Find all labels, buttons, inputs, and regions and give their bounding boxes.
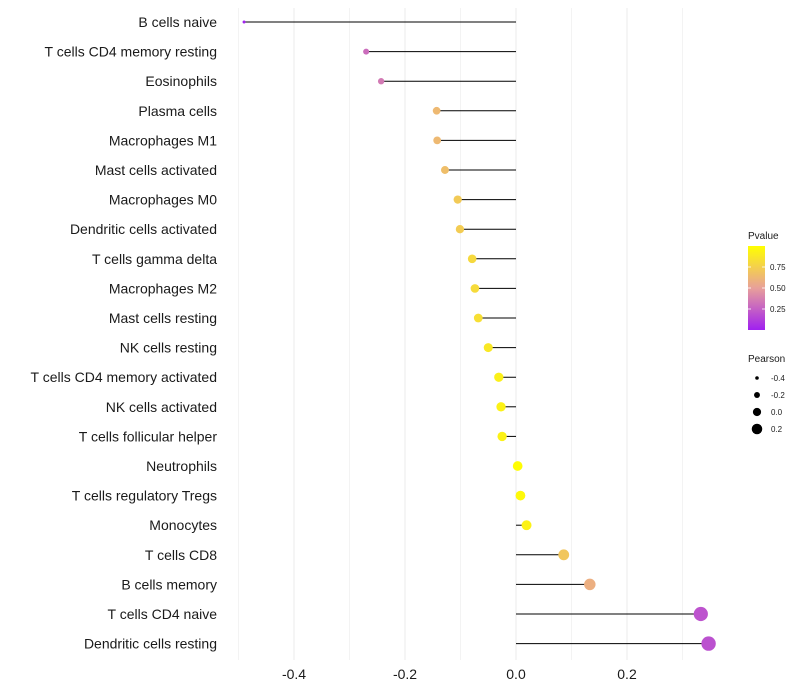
- category-label: Macrophages M0: [109, 192, 217, 208]
- category-label: B cells naive: [138, 14, 217, 30]
- category-label: NK cells activated: [106, 399, 217, 415]
- category-label: Neutrophils: [146, 458, 217, 474]
- colorbar-tick-label: 0.50: [770, 284, 786, 293]
- pvalue-legend: Pvalue 0.75 0.50 0.25: [748, 231, 786, 330]
- category-label: Macrophages M1: [109, 132, 217, 148]
- data-point: [455, 225, 465, 234]
- colorbar-tick-label: 0.75: [770, 263, 786, 272]
- category-label: B cells memory: [121, 576, 217, 592]
- data-point: [558, 549, 570, 561]
- data-point: [512, 461, 523, 471]
- category-label: Plasma cells: [138, 103, 217, 119]
- category-label: NK cells resting: [120, 340, 217, 356]
- data-point: [584, 578, 596, 591]
- size-legend-dot: [755, 376, 759, 380]
- category-label: T cells regulatory Tregs: [72, 488, 217, 504]
- size-legend-dot: [754, 392, 760, 398]
- data-point: [363, 48, 370, 55]
- pearson-legend-title: Pearson: [748, 354, 785, 365]
- points: [242, 20, 716, 651]
- size-legend-label: -0.4: [771, 374, 785, 383]
- data-point: [377, 78, 385, 85]
- stems: [244, 21, 709, 645]
- x-tick-label: -0.2: [393, 666, 417, 682]
- data-point: [494, 372, 504, 382]
- size-legend-dot: [752, 407, 762, 417]
- data-point: [432, 106, 441, 115]
- data-point: [693, 606, 708, 622]
- category-label: Dendritic cells activated: [70, 221, 217, 237]
- x-tick-label: 0.0: [506, 666, 526, 682]
- category-label: Dendritic cells resting: [84, 636, 217, 652]
- x-axis-ticks: -0.4 -0.2 0.0 0.2: [282, 666, 637, 682]
- data-point: [483, 343, 493, 353]
- size-legend-label: 0.0: [771, 408, 783, 417]
- data-point: [440, 166, 449, 174]
- category-label: Eosinophils: [145, 73, 217, 89]
- x-tick-label: -0.4: [282, 666, 306, 682]
- data-point: [473, 313, 483, 323]
- x-tick-label: 0.2: [617, 666, 637, 682]
- size-legend-label: -0.2: [771, 391, 785, 400]
- grid-lines: [238, 8, 683, 660]
- pvalue-colorbar: [748, 246, 765, 330]
- data-point: [467, 254, 477, 264]
- category-label: Macrophages M2: [109, 280, 217, 296]
- size-legend-label: 0.2: [771, 425, 783, 434]
- data-point: [496, 402, 506, 412]
- size-legend-dot: [751, 423, 763, 435]
- category-label: T cells CD4 memory activated: [31, 369, 217, 385]
- category-label: T cells follicular helper: [79, 428, 218, 444]
- pvalue-legend-title: Pvalue: [748, 231, 779, 242]
- data-point: [453, 195, 462, 204]
- data-point: [433, 136, 442, 145]
- colorbar-tick-label: 0.25: [770, 305, 786, 314]
- category-label: T cells CD8: [145, 547, 217, 563]
- data-point: [521, 520, 532, 531]
- category-label: T cells CD4 naive: [108, 606, 218, 622]
- data-point: [701, 636, 716, 651]
- data-point: [515, 490, 526, 501]
- category-label: Mast cells activated: [95, 162, 217, 178]
- category-label: Mast cells resting: [109, 310, 217, 326]
- category-label: T cells gamma delta: [92, 251, 217, 267]
- category-labels: B cells naive T cells CD4 memory resting E…: [31, 14, 218, 652]
- pearson-legend: Pearson -0.4 -0.2 0.0 0.2: [748, 354, 785, 435]
- category-label: Monocytes: [149, 517, 217, 533]
- category-label: T cells CD4 memory resting: [45, 44, 217, 60]
- data-point: [242, 20, 246, 24]
- data-point: [470, 284, 480, 293]
- data-point: [497, 431, 507, 442]
